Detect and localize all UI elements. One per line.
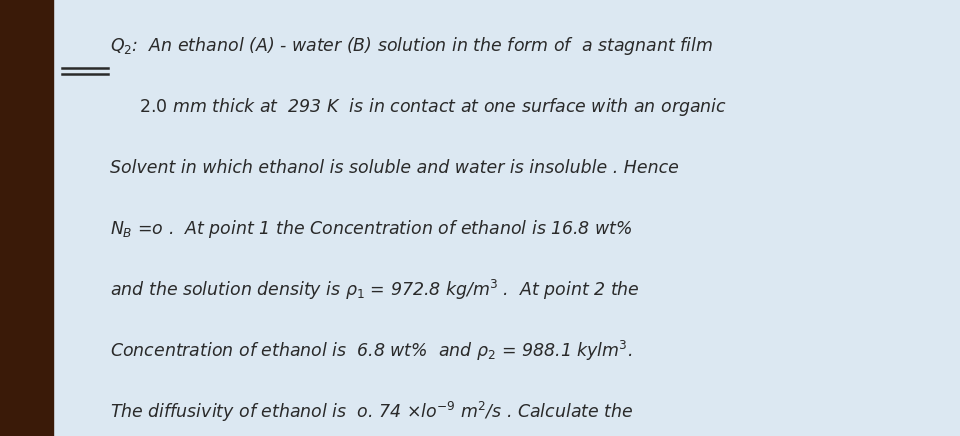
- Text: Concentration of ethanol is  6.8 wt%  and $\rho_2$ = 988.1 kylm$^3$.: Concentration of ethanol is 6.8 wt% and …: [110, 339, 633, 363]
- Text: $\mathit{2.0}$ mm thick at  293 K  is in contact at one surface with an organic: $\mathit{2.0}$ mm thick at 293 K is in c…: [139, 96, 728, 118]
- Text: The diffusivity of ethanol is  o. 74 $\times$lo$^{-9}$ m$^2$/s . Calculate the: The diffusivity of ethanol is o. 74 $\ti…: [110, 400, 634, 424]
- Text: $N_B$ =o .  At point 1 the Concentration of ethanol is 16.8 wt%: $N_B$ =o . At point 1 the Concentration …: [110, 218, 633, 240]
- Text: $\mathit{Q_2}$:  An ethanol (A) - water (B) solution in the form of  a stagnant : $\mathit{Q_2}$: An ethanol (A) - water (…: [110, 35, 713, 57]
- Text: and the solution density is $\rho_1$ = 972.8 kg/m$^3$ .  At point 2 the: and the solution density is $\rho_1$ = 9…: [110, 278, 640, 302]
- Bar: [0, 0, 53, 436]
- Text: Solvent in which ethanol is soluble and water is insoluble . Hence: Solvent in which ethanol is soluble and …: [110, 159, 680, 177]
